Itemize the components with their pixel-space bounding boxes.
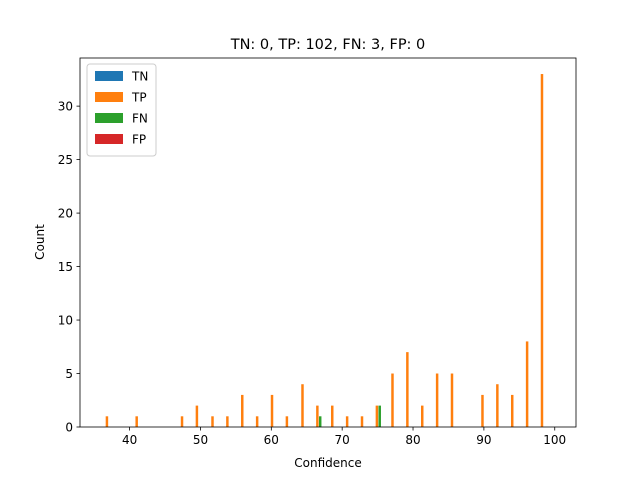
bar-tp-22 [496, 384, 499, 427]
legend-swatch-fp [95, 134, 123, 144]
bar-tp-1 [135, 416, 138, 427]
x-tick-label-4: 80 [405, 433, 420, 447]
legend-label-fp: FP [132, 133, 146, 147]
plot-frame [79, 57, 577, 428]
bar-tp-24 [525, 341, 529, 427]
x-tick-label-3: 70 [335, 433, 350, 447]
bar-tp-6 [241, 394, 244, 427]
bar-tp-12 [331, 405, 334, 427]
bar-tp-19 [435, 373, 439, 427]
legend-box [86, 63, 157, 157]
bar-tp-14 [360, 416, 364, 427]
x-tick-label-1: 50 [193, 433, 208, 447]
x-tick-label-2: 60 [264, 433, 279, 447]
bar-tp-25 [540, 74, 544, 427]
bar-tp-13 [345, 416, 349, 427]
bar-tp-9 [285, 416, 289, 427]
legend-label-tn: TN [131, 70, 148, 84]
legend-label-tp: TP [131, 91, 147, 105]
bar-tp-17 [406, 352, 409, 427]
bar-tp-15 [375, 405, 379, 427]
bar-tp-16 [391, 373, 394, 427]
bar-tp-2 [180, 416, 184, 427]
bar-tp-5 [226, 416, 229, 427]
bar-fn-0 [318, 416, 322, 427]
legend-label-fn: FN [132, 112, 148, 126]
x-tick-label-0: 40 [122, 433, 137, 447]
bar-fn-1 [378, 405, 381, 427]
y-tick-label-3: 15 [58, 260, 73, 274]
x-axis-label: Confidence [294, 456, 361, 470]
bar-tp-4 [211, 416, 214, 427]
x-tick-label-5: 90 [476, 433, 491, 447]
bar-tp-18 [421, 405, 424, 427]
y-tick-label-0: 0 [65, 420, 73, 434]
y-tick-label-2: 10 [58, 313, 73, 327]
bars-layer [105, 74, 544, 427]
bar-tp-0 [105, 416, 109, 427]
bar-tp-21 [481, 394, 484, 427]
legend-swatch-tn [95, 71, 123, 81]
axes-layer: 40 50 60 70 80 90 100 0 5 10 15 20 25 30 [58, 57, 577, 447]
y-tick-label-5: 25 [58, 153, 73, 167]
bar-tp-20 [450, 373, 454, 427]
legend: TN TP FN FP [86, 63, 157, 157]
chart-title: TN: 0, TP: 102, FN: 3, FP: 0 [230, 37, 426, 53]
y-tick-label-1: 5 [65, 367, 73, 381]
bar-tp-8 [270, 394, 274, 427]
bar-tp-7 [255, 416, 259, 427]
bar-tp-23 [510, 394, 514, 427]
legend-swatch-fn [95, 113, 123, 123]
bar-tp-11 [316, 405, 319, 427]
bar-tp-3 [195, 405, 199, 427]
x-tick-label-6: 100 [543, 433, 566, 447]
bar-tp-10 [301, 384, 304, 427]
y-axis-label: Count [33, 224, 47, 260]
legend-swatch-tp [95, 92, 123, 102]
y-tick-label-6: 30 [58, 99, 73, 113]
y-tick-label-4: 20 [58, 206, 73, 220]
